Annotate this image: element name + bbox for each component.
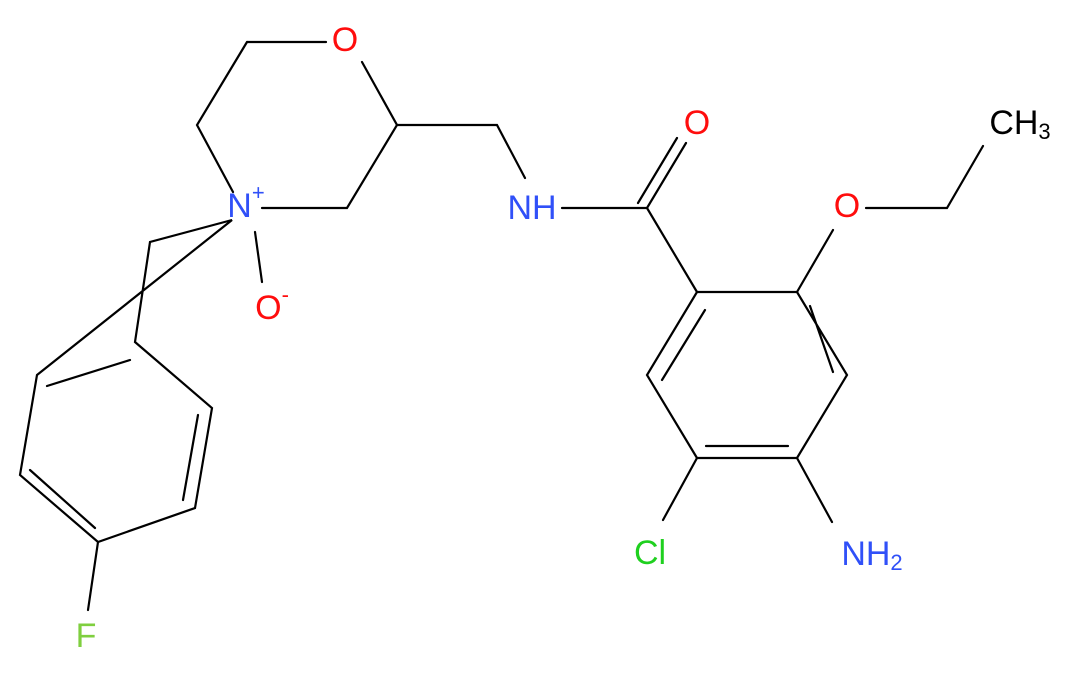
bond <box>661 456 834 524</box>
charge: + <box>252 180 265 205</box>
bond <box>645 290 849 460</box>
atom-label: Cl <box>634 534 666 572</box>
bond <box>195 40 399 210</box>
atom-symbol: N <box>227 187 252 225</box>
atom-symbol: NH <box>841 535 890 573</box>
atom-label: CH3 <box>989 104 1050 144</box>
atom-label: O <box>834 187 860 225</box>
atom-symbol: CH <box>989 104 1038 142</box>
atom-label: F <box>76 617 97 655</box>
bond <box>18 218 264 612</box>
atom-label: O <box>684 104 710 142</box>
subscript: 2 <box>890 550 902 575</box>
bond <box>395 123 699 294</box>
charge: - <box>282 282 289 307</box>
subscript: 3 <box>1038 119 1050 144</box>
bond <box>795 144 985 294</box>
atom-label: O- <box>255 282 289 327</box>
atom-label: O <box>332 21 358 59</box>
atom-label: N+ <box>227 180 264 225</box>
atom-label: NH <box>507 189 556 227</box>
atom-symbol: O <box>255 289 281 327</box>
atom-label: NH2 <box>841 535 902 575</box>
bonds <box>18 40 985 612</box>
